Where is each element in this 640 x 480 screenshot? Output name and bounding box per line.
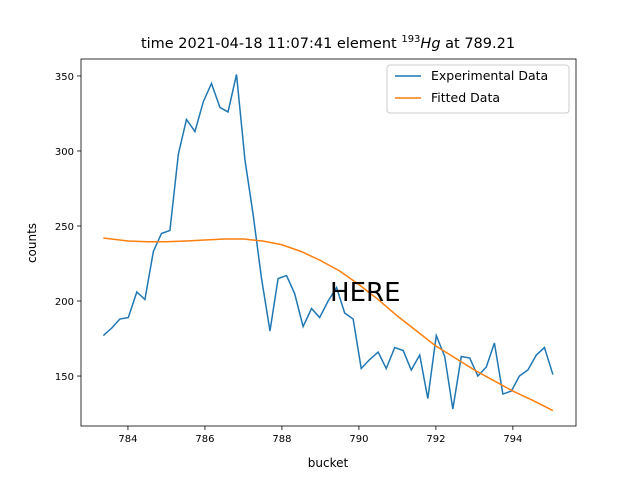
title-text: at 789.21 (441, 36, 516, 52)
annotation: HERE (330, 278, 400, 308)
legend-label: Experimental Data (431, 68, 548, 83)
data-line (102, 74, 554, 410)
chart-title: time 2021-04-18 11:07:41 element 193Hg a… (141, 34, 515, 52)
legend-box (386, 64, 570, 114)
y-tick-label: 300 (55, 147, 74, 158)
y-tick-label: 150 (55, 372, 74, 383)
legend: Experimental Data Fitted Data (386, 64, 570, 114)
title-text: time 2021-04-18 11:07:41 element (141, 36, 401, 52)
x-tick-label: 784 (118, 434, 137, 445)
x-axis-label: bucket (308, 456, 349, 470)
x-tick-label: 794 (503, 434, 522, 445)
x-tick-label: 786 (195, 434, 214, 445)
data-line (103, 237, 554, 412)
title-superscript: 193 (401, 34, 420, 45)
x-tick-label: 792 (426, 434, 445, 445)
y-tick-label: 200 (55, 297, 74, 308)
legend-label: Fitted Data (431, 90, 500, 105)
x-tick-label: 788 (272, 434, 291, 445)
x-tick-label: 790 (349, 434, 368, 445)
y-axis-label: counts (25, 223, 39, 263)
title-italic: Hg (420, 36, 440, 52)
y-tick-label: 350 (55, 72, 74, 83)
y-tick-label: 250 (55, 222, 74, 233)
plot-frame (80, 58, 577, 427)
